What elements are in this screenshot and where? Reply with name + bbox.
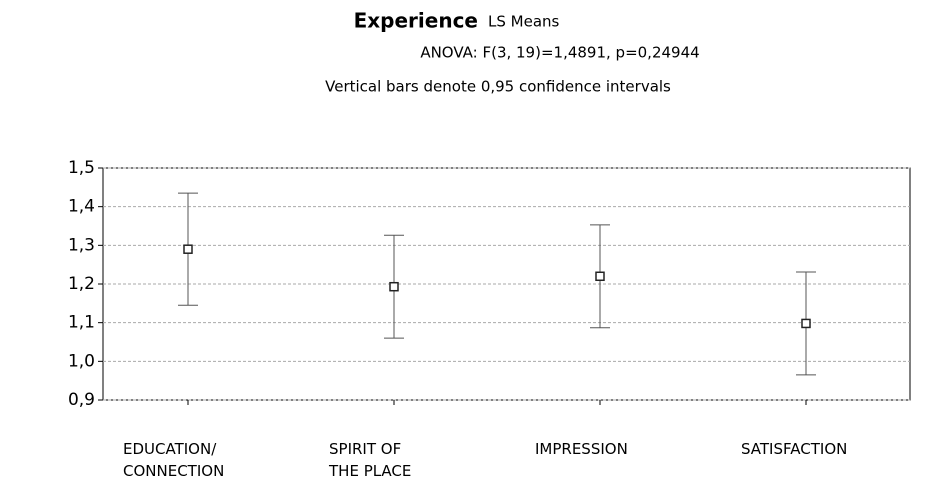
x-tick-label: SPIRIT OF THE PLACE: [329, 440, 412, 480]
y-tick-label: 1,2: [68, 274, 95, 294]
y-tick-label: 1,4: [68, 197, 95, 217]
mean-point: [389, 281, 399, 292]
y-tick-label: 0,9: [68, 390, 95, 410]
y-tick-label: 1,0: [68, 351, 95, 371]
chart-title: Experience: [354, 9, 478, 33]
mean-point: [595, 271, 605, 282]
x-tick-label: EDUCATION/ CONNECTION: [123, 440, 225, 480]
y-tick-label: 1,1: [68, 313, 95, 333]
annotation: ANOVA: F(3, 19)=1,4891, p=0,24944: [420, 44, 699, 62]
annotation: Vertical bars denote 0,95 confidence int…: [325, 78, 671, 96]
mean-point: [801, 318, 811, 329]
mean-point: [183, 244, 193, 254]
y-tick-label: 1,5: [68, 158, 95, 178]
y-tick-label: 1,3: [68, 235, 95, 255]
x-tick-label: IMPRESSION: [535, 440, 628, 458]
chart-subtitle: LS Means: [488, 13, 560, 31]
x-tick-label: SATISFACTION: [741, 440, 848, 458]
